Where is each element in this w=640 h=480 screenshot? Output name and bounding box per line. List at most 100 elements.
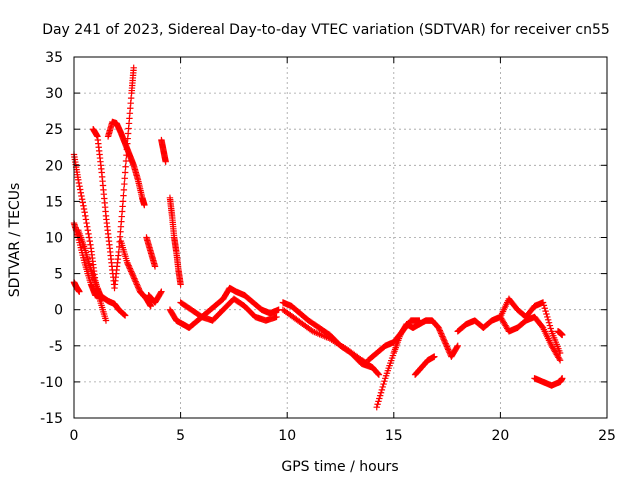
data-point [547,325,554,332]
data-point [559,375,566,382]
data-point [126,265,134,272]
data-point [375,370,382,378]
data-point [75,179,83,187]
data-point [443,341,450,349]
data-point [439,333,446,340]
series-trace-l [166,284,282,331]
series-trace-t [497,313,564,364]
y-tick-label: 20 [45,158,63,174]
series-trace-u [531,375,566,389]
series-trace-m [177,295,280,324]
data-point [431,353,438,360]
data-point [132,278,139,285]
data-point [121,169,129,176]
x-tick-label: 0 [70,428,79,444]
y-tick-label: 15 [45,194,63,210]
y-axis-label: SDTVAR / TECUs [7,183,23,298]
series-trace-f [104,118,148,209]
data-point [133,279,140,287]
data-point [559,331,566,339]
series-trace-b [70,279,83,295]
y-tick-label: -5 [49,339,63,355]
data-point [444,346,452,353]
data-point [376,392,384,399]
data-point [135,285,143,292]
data-point [76,183,83,190]
data-point [86,237,93,245]
data-point [125,262,132,269]
series-trace-i [145,288,165,306]
data-point [377,389,385,396]
data-point [438,331,445,339]
x-tick-label: 15 [385,428,403,444]
data-point [130,274,137,281]
data-point [157,289,164,296]
data-point [124,261,132,268]
y-tick-label: 0 [54,303,63,319]
data-point [83,219,90,227]
y-tick-label: 30 [45,86,63,102]
data-point [127,268,135,275]
data-point [177,281,184,288]
data-point [77,189,85,196]
data-point [368,363,375,370]
data-point [379,383,386,391]
data-point [129,271,136,278]
data-point [381,377,388,385]
data-point [440,336,447,343]
data-point [376,395,383,402]
data-point [439,334,447,342]
data-point [84,223,91,230]
data-point [437,330,445,337]
y-tick-label: 25 [45,122,63,138]
data-point [119,198,127,205]
series-trace-v [554,328,566,339]
data-point [375,398,382,405]
series-trace-o [279,306,376,371]
data-point [556,357,564,364]
data-point [151,263,159,270]
data-point [441,338,449,346]
axis-ticks: 0 5 10 15 20 25 -15 -10 -5 0 5 10 15 20 25 30 35 [40,50,616,444]
data-point [131,275,138,282]
data-point [441,337,448,344]
data-point [416,317,423,324]
y-tick-label: 5 [54,267,63,283]
data-point [102,317,110,324]
data-point [374,401,381,408]
data-point [124,259,131,266]
y-tick-label: 10 [45,231,63,247]
data-point [378,386,386,394]
data-point [79,199,86,206]
data-point [369,364,376,371]
data-point [158,288,165,295]
data-point [78,196,86,203]
data-point [539,299,547,306]
data-point [556,355,563,362]
data-points [70,64,566,411]
data-point [85,234,93,241]
series-trace-h [143,234,159,270]
y-tick-label: 35 [45,50,63,66]
series-trace-d [75,227,105,303]
data-point [436,325,443,333]
data-point [544,316,552,324]
data-point [98,295,105,303]
data-point [81,209,88,216]
data-point [122,163,129,170]
data-point [129,272,137,279]
data-point [147,302,154,310]
x-tick-label: 10 [278,428,296,444]
data-point [127,266,134,274]
data-point [545,319,553,326]
data-point [443,343,451,350]
data-point [126,263,133,271]
data-point [380,380,387,388]
data-point [540,302,548,309]
data-point [542,307,549,315]
data-point [76,288,83,295]
series-trace-e [89,64,137,292]
y-tick-label: -15 [40,411,63,427]
